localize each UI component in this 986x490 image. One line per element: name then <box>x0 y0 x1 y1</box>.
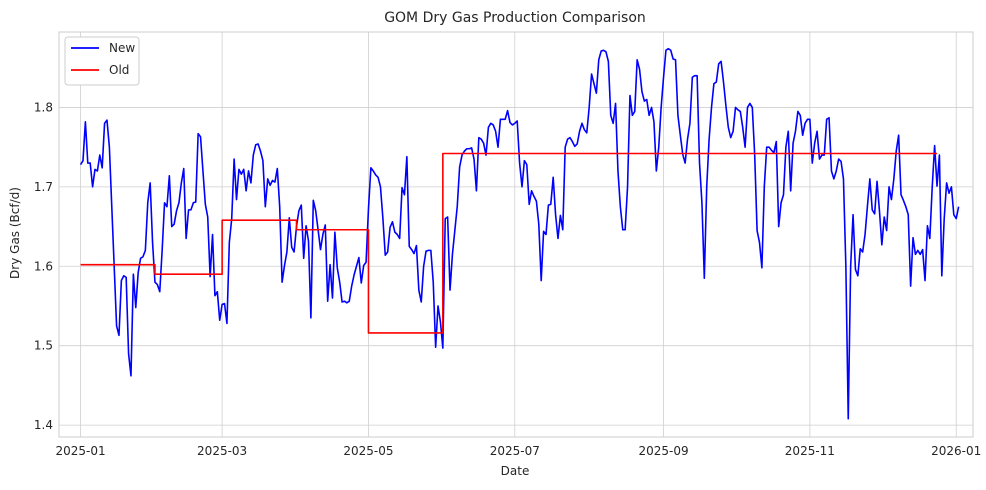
x-tick-label: 2026-01 <box>931 444 981 458</box>
x-tick-label: 2025-09 <box>638 444 688 458</box>
chart-title: GOM Dry Gas Production Comparison <box>384 10 646 26</box>
y-tick-label: 1.5 <box>34 339 53 353</box>
y-tick-label: 1.6 <box>34 259 53 273</box>
legend-frame <box>64 36 140 86</box>
series-line-old <box>80 152 938 334</box>
plot-frame <box>58 31 974 438</box>
x-tick-label: 2025-03 <box>197 444 247 458</box>
x-tick-label: 2025-07 <box>490 444 540 458</box>
plot-area: 1.4 1.5 1.6 1.7 1.8 2025-01 2025-03 2025-05 2025… <box>34 31 981 458</box>
y-tick-label: 1.7 <box>34 180 53 194</box>
y-axis-label: Dry Gas (Bcf/d) <box>8 187 22 279</box>
y-tick-label: 1.8 <box>34 100 53 114</box>
legend-label: Old <box>109 63 129 77</box>
legend-label: New <box>109 41 135 55</box>
legend: New Old <box>64 36 140 86</box>
x-tick-label: 2025-01 <box>56 444 106 458</box>
y-tick-label: 1.4 <box>34 418 53 432</box>
x-axis-label: Date <box>501 464 530 478</box>
x-tick-label: 2025-11 <box>785 444 835 458</box>
series-line-new <box>79 47 960 420</box>
x-tick-label: 2025-05 <box>343 444 393 458</box>
